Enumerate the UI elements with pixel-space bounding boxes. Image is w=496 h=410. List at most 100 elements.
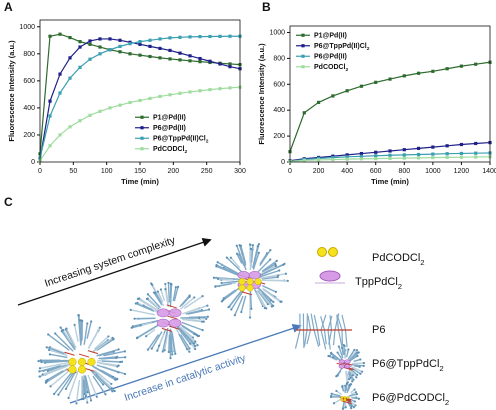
fiber-tip (107, 335, 110, 338)
fiber-tip (249, 243, 252, 246)
fiber-tip (124, 356, 127, 359)
fiber-tip (270, 305, 273, 308)
fiber (217, 261, 240, 275)
fiber-tip (257, 251, 260, 254)
fiber (178, 327, 195, 344)
y-tick-label: 400 (273, 107, 285, 114)
activity-label: Increase in catalytic activity (123, 352, 248, 404)
fiber-tip (136, 336, 139, 339)
fiber-tip (355, 393, 358, 396)
x-tick-label: 150 (134, 168, 146, 175)
fiber (93, 366, 116, 381)
fiber-tip (38, 375, 42, 378)
fiber-tip (350, 406, 353, 410)
fiber (83, 323, 88, 345)
fiber-tip (104, 393, 107, 396)
data-point (128, 52, 132, 56)
data-point (168, 93, 172, 97)
p6-fiber (327, 315, 333, 331)
fiber-tip (117, 371, 120, 374)
data-point (459, 64, 464, 68)
data-point (374, 154, 378, 158)
pd-core (238, 278, 246, 286)
p6-fiber (320, 314, 327, 331)
fiber-tip (353, 348, 356, 352)
legend-marker (301, 54, 305, 58)
complexity-arrow (17, 238, 212, 306)
fiber (349, 365, 363, 373)
legend-label: P6@PdCODCl2 (372, 392, 449, 407)
data-point (58, 72, 62, 76)
fiber (49, 353, 68, 359)
fiber (162, 327, 169, 352)
fiber-tip (156, 290, 159, 293)
data-point (445, 152, 449, 156)
fiber-tip (256, 245, 259, 248)
fiber-tip (163, 349, 166, 352)
p6-fiber (336, 315, 340, 331)
fiber-tip (342, 343, 345, 347)
p6-fiber (328, 329, 333, 345)
fiber (261, 274, 279, 279)
fiber (81, 376, 85, 400)
fiber-tip (206, 315, 209, 318)
legend-marker (140, 115, 144, 119)
linker (161, 327, 173, 332)
data-point (158, 37, 162, 41)
x-axis-label: Time (min) (371, 177, 409, 186)
p6-fiber (316, 329, 321, 346)
fiber (221, 280, 240, 284)
fiber-tip (279, 300, 282, 304)
data-point (178, 58, 182, 62)
fiber (167, 282, 171, 303)
pd-core (343, 398, 347, 402)
fiber-tip (95, 395, 98, 398)
fiber (337, 352, 343, 361)
fiber-tip (249, 247, 252, 251)
x-axis-label: Time (min) (121, 177, 159, 186)
fiber (97, 374, 113, 389)
fiber (257, 258, 271, 273)
fiber (83, 379, 87, 397)
fiber-tip (354, 391, 357, 394)
fiber-tip (84, 395, 88, 398)
fiber (151, 331, 163, 349)
fiber (101, 360, 121, 363)
fiber-tip (86, 401, 89, 404)
fiber (47, 370, 64, 381)
fiber-tip (355, 376, 358, 379)
y-tick-label: 200 (273, 133, 285, 140)
plot-frame (39, 19, 241, 163)
fiber (236, 245, 247, 271)
data-point (108, 106, 112, 110)
fiber-tip (170, 283, 173, 286)
data-point (331, 94, 335, 98)
fiber-tip (359, 372, 362, 375)
fiber-tip (353, 400, 356, 403)
fiber-tip (341, 385, 344, 388)
fiber-tip (111, 336, 114, 339)
x-tick-label: 250 (201, 168, 213, 175)
fiber (230, 288, 245, 310)
fiber-tip (212, 276, 215, 279)
fiber-tip (158, 344, 161, 347)
data-point (431, 152, 435, 156)
fiber (96, 338, 114, 351)
fiber (226, 257, 242, 273)
fiber-tip (351, 380, 354, 383)
activity-arrow (69, 323, 302, 404)
fiber (187, 308, 210, 315)
x-tick-label: 50 (69, 168, 77, 175)
tpp-core (168, 318, 182, 328)
data-point (138, 40, 142, 44)
fiber-tip (117, 348, 120, 351)
p6-fiber (344, 329, 348, 348)
data-point (48, 114, 52, 118)
fiber-tip (139, 324, 142, 327)
data-point (474, 141, 478, 146)
fiber-tip (341, 407, 344, 410)
data-point (88, 39, 92, 43)
series-line (39, 33, 241, 154)
legend-label: P1@Pd(II) (153, 114, 186, 121)
fiber (103, 350, 126, 357)
